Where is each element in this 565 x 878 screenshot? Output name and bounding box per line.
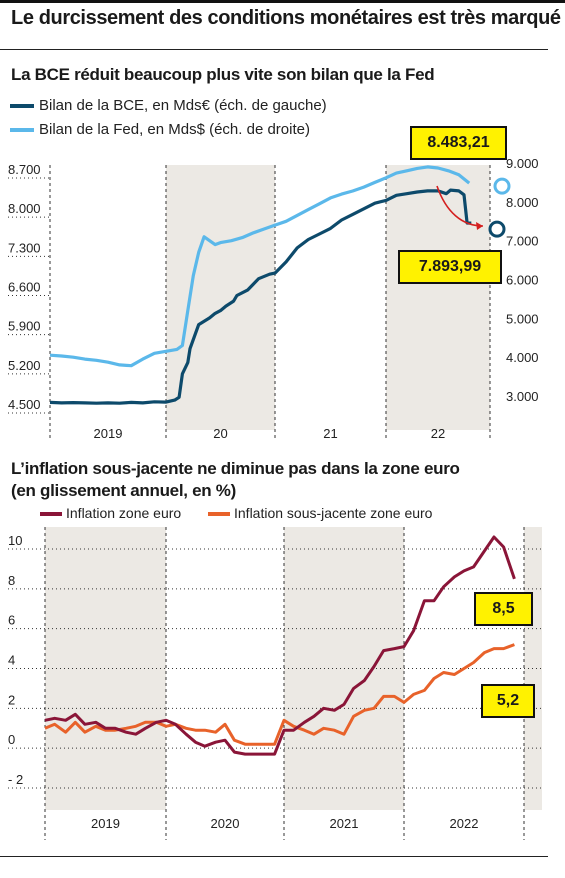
series-line-fed xyxy=(49,165,471,368)
y-left-tick-label: 7.300 xyxy=(8,240,41,255)
y-right-tick-label: 6.000 xyxy=(506,273,539,288)
legend-label-bce: Bilan de la BCE, en Mds€ (éch. de gauche… xyxy=(39,97,327,114)
chart1-legend-swatches xyxy=(10,104,34,132)
header-rule xyxy=(0,0,565,3)
y-tick-label: 4 xyxy=(8,653,15,668)
y-tick-label: 2 xyxy=(8,692,15,707)
y-tick-label: - 2 xyxy=(8,772,23,787)
bottom-divider xyxy=(0,856,548,857)
end-marker-bce xyxy=(488,220,506,238)
y-right-tick-label: 5.000 xyxy=(506,311,539,326)
end-marker-fed xyxy=(493,177,511,195)
y-right-tick-label: 4.000 xyxy=(506,350,539,365)
title-divider xyxy=(0,49,548,50)
x-tick-label: 22 xyxy=(431,426,445,441)
chart1-title: La BCE réduit beaucoup plus vite son bil… xyxy=(11,65,435,84)
annotation-arrow-head xyxy=(476,222,483,230)
y-tick-label: 0 xyxy=(8,732,15,747)
y-left-tick-label: 4.500 xyxy=(8,397,41,412)
legend-label-fed: Bilan de la Fed, en Mds$ (éch. de droite… xyxy=(39,121,310,138)
legend-label-inflation: Inflation zone euro xyxy=(66,505,182,521)
chart2-callout-inflation: 8,5 xyxy=(474,592,533,626)
series-line-core xyxy=(44,643,515,746)
shaded-band-2019 xyxy=(45,527,166,810)
chart2-legend-swatch-inflation xyxy=(40,512,62,516)
shaded-band-20 xyxy=(166,165,275,430)
chart1-callout-bce: 7.893,99 xyxy=(398,250,502,284)
x-tick-label: 21 xyxy=(323,426,337,441)
x-tick-label: 2019 xyxy=(91,816,120,831)
y-left-tick-label: 6.600 xyxy=(8,280,41,295)
chart1-callout-fed: 8.483,21 xyxy=(410,126,507,160)
y-right-tick-label: 7.000 xyxy=(506,234,539,249)
page-title: Le durcissement des conditions monétaire… xyxy=(11,7,561,29)
y-tick-label: 6 xyxy=(8,613,15,628)
y-tick-label: 10 xyxy=(8,533,22,548)
legend-label-core: Inflation sous-jacente zone euro xyxy=(234,505,433,521)
x-tick-label: 2020 xyxy=(211,816,240,831)
y-left-tick-label: 8.000 xyxy=(8,201,41,216)
chart2-title: L’inflation sous-jacente ne diminue pas … xyxy=(11,459,460,500)
y-left-tick-label: 5.900 xyxy=(8,319,41,334)
y-right-tick-label: 9.000 xyxy=(506,156,539,171)
x-tick-label: 20 xyxy=(213,426,227,441)
y-left-tick-label: 8.700 xyxy=(8,162,41,177)
x-tick-label: 2019 xyxy=(94,426,123,441)
y-right-tick-label: 3.000 xyxy=(506,389,539,404)
chart2-callout-core: 5,2 xyxy=(481,684,535,718)
x-tick-label: 2021 xyxy=(330,816,359,831)
chart2-legend-swatch-core xyxy=(208,512,230,516)
x-tick-label: 2022 xyxy=(450,816,479,831)
y-left-tick-label: 5.200 xyxy=(8,358,41,373)
series-line-bce xyxy=(49,188,472,405)
shaded-band-22 xyxy=(386,165,490,430)
y-right-tick-label: 8.000 xyxy=(506,195,539,210)
y-tick-label: 8 xyxy=(8,573,15,588)
series-line-inflation xyxy=(44,535,516,756)
